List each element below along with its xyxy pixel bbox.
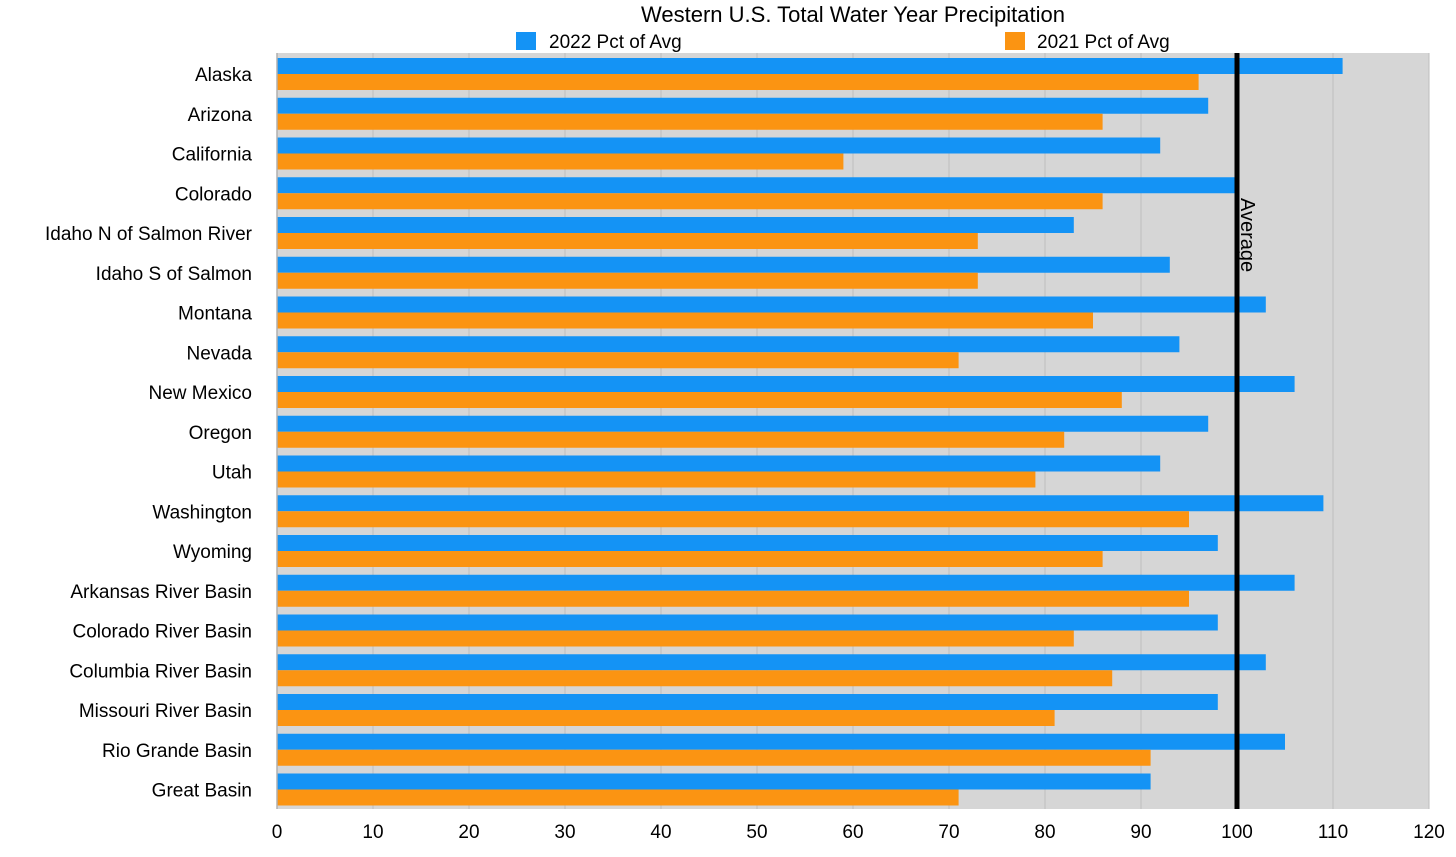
x-axis: 0 10 20 30 40 50 60 70 80 90 100 110 120 xyxy=(272,53,1445,843)
category-labels: Alaska Arizona California Colorado Idaho N o… xyxy=(45,65,253,802)
x-tick-label-70: 70 xyxy=(938,822,959,843)
bar-2022-1 xyxy=(277,97,1209,114)
x-tick-label-20: 20 xyxy=(458,822,479,843)
bar-2021-13 xyxy=(277,590,1189,607)
bar-2021-9 xyxy=(277,431,1065,448)
bar-2022-4 xyxy=(277,217,1074,233)
bar-2022-9 xyxy=(277,415,1209,432)
bar-2022-6 xyxy=(277,296,1266,313)
category-label-18: Great Basin xyxy=(152,781,252,802)
legend-swatch-2021 xyxy=(1005,32,1025,50)
category-label-13: Arkansas River Basin xyxy=(70,582,252,603)
legend-swatch-2022 xyxy=(516,32,536,50)
average-line-group: Average xyxy=(1234,53,1258,809)
average-label: Average xyxy=(1236,198,1258,272)
bar-2021-14 xyxy=(277,630,1074,647)
bar-2021-7 xyxy=(277,352,959,369)
bar-2022-2 xyxy=(277,137,1161,154)
category-label-0: Alaska xyxy=(195,65,252,86)
bar-2022-14 xyxy=(277,614,1218,631)
x-tick-label-50: 50 xyxy=(746,822,767,843)
x-tick-label-0: 0 xyxy=(272,822,283,843)
bar-2021-0 xyxy=(277,74,1199,90)
bar-2021-12 xyxy=(277,551,1103,567)
bar-2022-8 xyxy=(277,376,1295,392)
category-label-11: Washington xyxy=(152,502,252,523)
chart-title: Western U.S. Total Water Year Precipitat… xyxy=(641,2,1065,27)
category-label-2: California xyxy=(172,145,253,166)
bar-2022-11 xyxy=(277,495,1324,512)
category-label-7: Nevada xyxy=(187,343,253,364)
category-label-1: Arizona xyxy=(188,105,253,126)
bar-2021-16 xyxy=(277,710,1055,726)
bar-2022-10 xyxy=(277,455,1161,472)
legend-label-2021: 2021 Pct of Avg xyxy=(1037,32,1170,53)
legend-label-2022: 2022 Pct of Avg xyxy=(549,32,682,53)
bar-2022-13 xyxy=(277,574,1295,591)
x-tick-label-10: 10 xyxy=(362,822,383,843)
category-label-12: Wyoming xyxy=(173,542,252,563)
category-label-3: Colorado xyxy=(175,184,252,205)
x-tick-label-90: 90 xyxy=(1130,822,1151,843)
bar-2021-15 xyxy=(277,670,1113,687)
bar-2021-4 xyxy=(277,233,978,249)
category-label-17: Rio Grande Basin xyxy=(102,741,252,762)
category-label-10: Utah xyxy=(212,463,252,484)
x-tick-label-40: 40 xyxy=(650,822,671,843)
legend: 2022 Pct of Avg 2021 Pct of Avg xyxy=(516,32,1170,53)
bar-2021-3 xyxy=(277,193,1103,210)
x-tick-label-60: 60 xyxy=(842,822,863,843)
bar-2021-6 xyxy=(277,312,1093,329)
category-label-6: Montana xyxy=(178,304,252,325)
bar-2022-3 xyxy=(277,177,1237,194)
bar-2021-8 xyxy=(277,392,1122,408)
bar-2022-0 xyxy=(277,58,1343,74)
bar-2022-12 xyxy=(277,535,1218,551)
bar-2021-11 xyxy=(277,511,1189,528)
bar-2021-17 xyxy=(277,749,1151,766)
category-label-15: Columbia River Basin xyxy=(69,661,252,682)
x-tick-label-100: 100 xyxy=(1221,822,1253,843)
bar-2021-10 xyxy=(277,471,1036,488)
bar-2021-18 xyxy=(277,789,959,806)
x-tick-label-120: 120 xyxy=(1413,822,1445,843)
bar-2022-15 xyxy=(277,654,1266,671)
x-tick-label-110: 110 xyxy=(1318,822,1348,843)
bar-2022-16 xyxy=(277,694,1218,710)
bar-2021-5 xyxy=(277,272,978,289)
category-label-8: New Mexico xyxy=(149,383,252,404)
category-label-14: Colorado River Basin xyxy=(72,622,252,643)
category-label-4: Idaho N of Salmon River xyxy=(45,224,253,245)
bar-2022-17 xyxy=(277,733,1285,750)
bar-2021-1 xyxy=(277,113,1103,130)
bar-2022-18 xyxy=(277,773,1151,790)
x-tick-label-30: 30 xyxy=(554,822,575,843)
bar-2022-7 xyxy=(277,336,1180,353)
category-label-16: Missouri River Basin xyxy=(79,701,252,722)
bar-2022-5 xyxy=(277,256,1170,273)
category-label-5: Idaho S of Salmon xyxy=(96,264,252,285)
bars xyxy=(277,58,1343,806)
category-label-9: Oregon xyxy=(189,423,252,444)
x-tick-label-80: 80 xyxy=(1034,822,1055,843)
bar-2021-2 xyxy=(277,153,844,170)
